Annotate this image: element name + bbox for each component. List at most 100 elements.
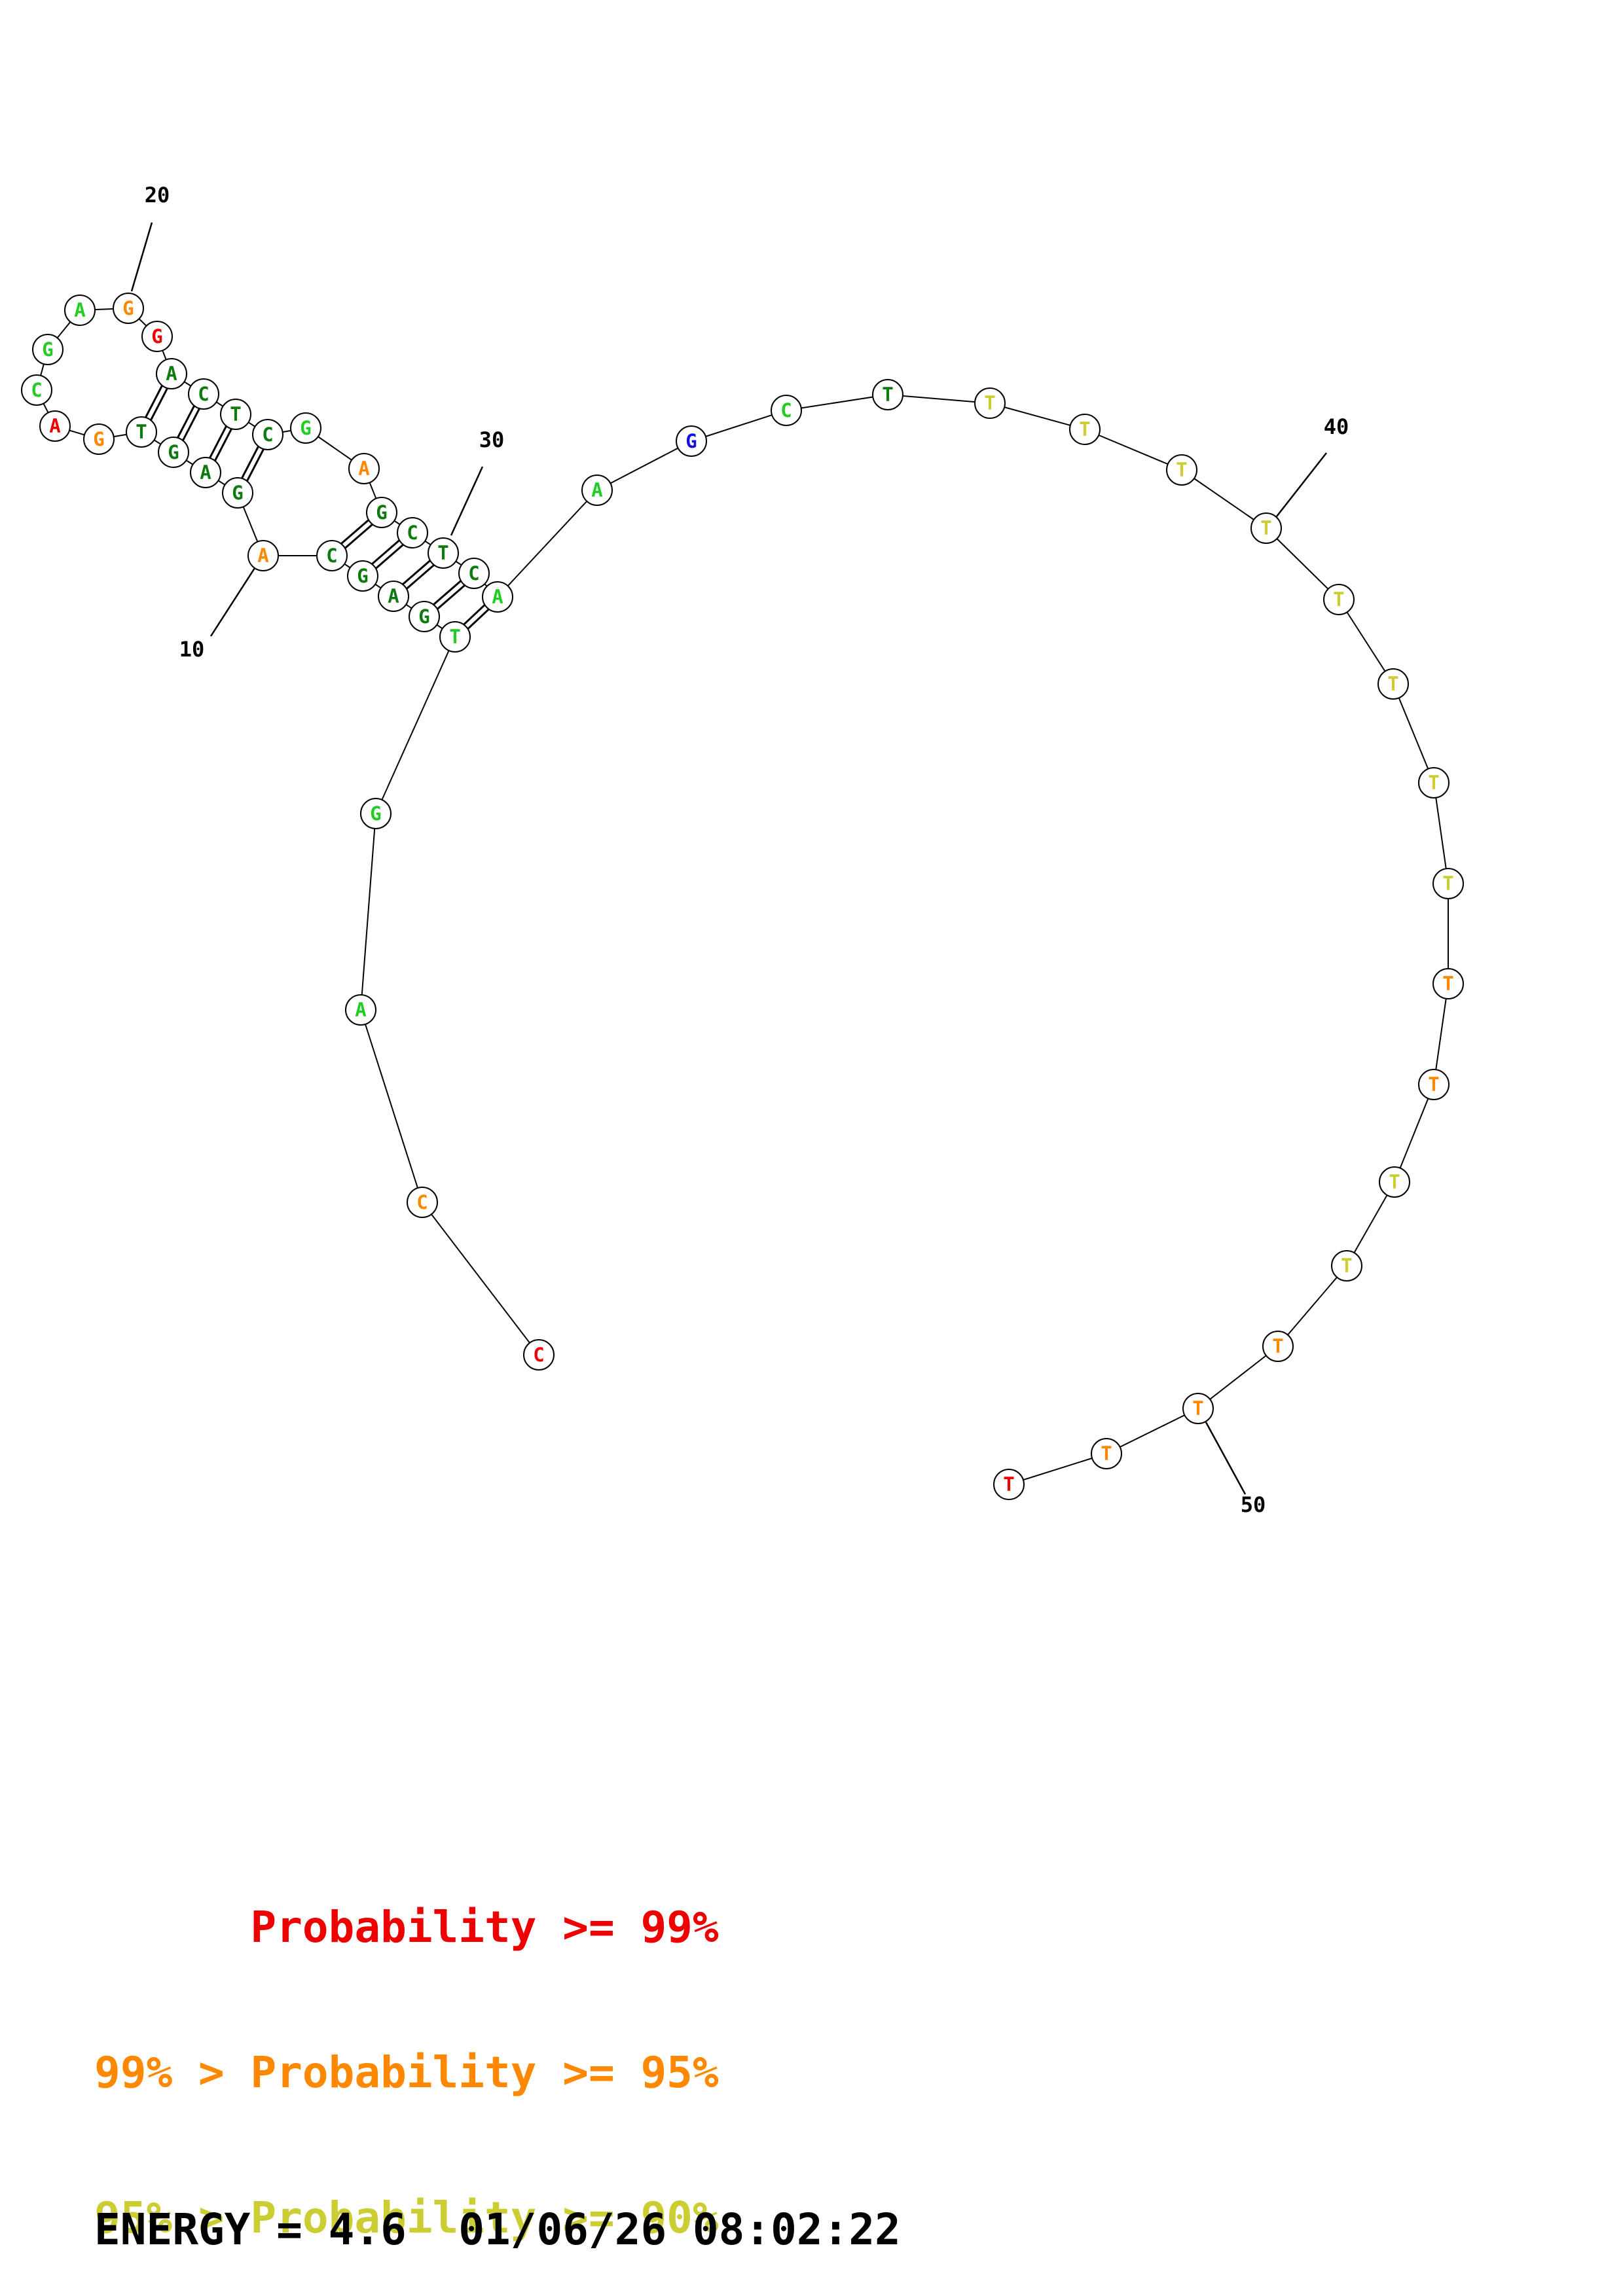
nucleotide-circle [83, 423, 115, 455]
nucleotide-base: A [49, 415, 60, 437]
nucleotide-circle [252, 419, 283, 450]
nucleotide-base: C [262, 423, 273, 446]
nucleotide-base: T [1176, 459, 1187, 481]
nucleotide-base: T [984, 392, 995, 414]
nucleotide-base: T [1389, 1171, 1400, 1193]
backbone-segment [422, 1202, 539, 1355]
backbone-segment [1197, 1346, 1279, 1409]
position-label: 10 [179, 637, 205, 662]
nucleotide-circle [1091, 1438, 1122, 1469]
legend-row-90: 95% > Probability >= 90% [94, 2193, 719, 2243]
nucleotide-circle [1166, 454, 1197, 486]
nucleotide-circle [523, 1339, 555, 1371]
nucleotide-base: A [355, 999, 366, 1021]
nucleotide-base: G [300, 417, 311, 439]
nucleotide-base: T [1101, 1443, 1112, 1465]
nucleotide-circle [345, 994, 376, 1026]
position-tick-line [1276, 452, 1327, 517]
nucleotide-base: C [468, 562, 479, 584]
backbone-segment [691, 410, 787, 442]
nucleotide-circle [290, 412, 321, 444]
nucleotide-base: A [166, 363, 177, 385]
nucleotide-base: G [357, 565, 368, 587]
nucleotide-circle [1418, 767, 1450, 798]
nucleotide-circle [397, 517, 428, 548]
nucleotide-circle [156, 358, 187, 389]
nucleotide-circle [158, 437, 189, 468]
nucleotide-base: T [1341, 1255, 1352, 1277]
nucleotide-circle [190, 457, 221, 488]
nucleotide-circle [1432, 968, 1464, 999]
position-label: 20 [145, 183, 170, 207]
nucleotide-base: G [93, 428, 104, 450]
nucleotide-base: C [326, 545, 337, 567]
nucleotide-base: G [376, 501, 387, 524]
nucleotide-circle [347, 560, 378, 592]
backbone-segment [1346, 1181, 1395, 1266]
nucleotide-base: T [1442, 872, 1453, 895]
nucleotide-base: T [1387, 673, 1398, 695]
nucleotide-circle [482, 581, 513, 613]
probability-legend: Probability >= 99% 99% > Probability >= … [94, 1806, 719, 2296]
nucleotide-circle [1379, 1166, 1410, 1198]
nucleotide-base: T [1272, 1335, 1283, 1357]
nucleotide-circle [247, 540, 279, 571]
nucleotide-base: A [388, 585, 399, 607]
nucleotide-circle [39, 410, 71, 442]
position-label: 40 [1324, 414, 1349, 439]
legend-row-99: Probability >= 99% [94, 1902, 719, 1952]
nucleotide-base: T [1003, 1473, 1014, 1496]
nucleotide-circle [1418, 1069, 1450, 1100]
nucleotide-circle [1331, 1250, 1362, 1282]
nucleotide-circle [126, 416, 157, 448]
nucleotide-circle [993, 1469, 1025, 1500]
backbone-segment [1181, 469, 1267, 529]
nucleotide-circle [407, 1187, 438, 1218]
backbone-segment [786, 394, 888, 411]
nucleotide-base: G [685, 430, 697, 452]
position-tick-line [450, 466, 484, 536]
nucleotide-circle [316, 540, 348, 571]
nucleotide-circle [360, 798, 392, 829]
position-tick-line [130, 222, 153, 292]
position-label: 50 [1241, 1492, 1266, 1517]
nucleotide-circle [409, 601, 440, 632]
nucleotide-base: T [1079, 418, 1090, 440]
nucleotide-base: T [1192, 1397, 1203, 1420]
backbone-segment [360, 813, 376, 1011]
nucleotide-base: A [591, 479, 602, 501]
energy-line: ENERGY = 4.6 01/06/26 08:02:22 [94, 2204, 901, 2255]
nucleotide-base: G [42, 338, 53, 361]
nucleotide-base: G [370, 802, 381, 825]
backbone-segment [1433, 782, 1449, 884]
nucleotide-base: A [257, 545, 268, 567]
backbone-segment [1008, 1453, 1107, 1485]
nucleotide-circle [771, 395, 802, 426]
backbone-segment [1338, 599, 1394, 685]
nucleotide-circle [348, 453, 380, 484]
legend-row-95: 99% > Probability >= 95% [94, 2047, 719, 2098]
nucleotide-base: G [151, 325, 162, 348]
backbone-segment [1106, 1408, 1199, 1454]
backbone-segment [1393, 683, 1434, 783]
nucleotide-circle [113, 293, 144, 324]
nucleotide-circle [1323, 584, 1355, 615]
nucleotide-circle [1262, 1331, 1294, 1362]
nucleotide-base: C [533, 1344, 544, 1366]
nucleotide-base: A [200, 461, 211, 484]
backbone-segment [360, 1009, 423, 1203]
nucleotide-circle [32, 334, 64, 365]
nucleotide-base: A [358, 457, 369, 480]
nucleotide-base: G [232, 482, 243, 504]
backbone-segment [989, 403, 1085, 430]
nucleotide-circle [222, 477, 253, 509]
nucleotide-base: T [1442, 973, 1453, 995]
nucleotide-circle [1182, 1393, 1214, 1424]
nucleotide-base: T [1333, 588, 1344, 611]
nucleotide-circle [220, 399, 251, 430]
nucleotide-circle [581, 475, 613, 506]
nucleotide-base: G [122, 297, 134, 319]
nucleotide-circle [458, 558, 490, 589]
